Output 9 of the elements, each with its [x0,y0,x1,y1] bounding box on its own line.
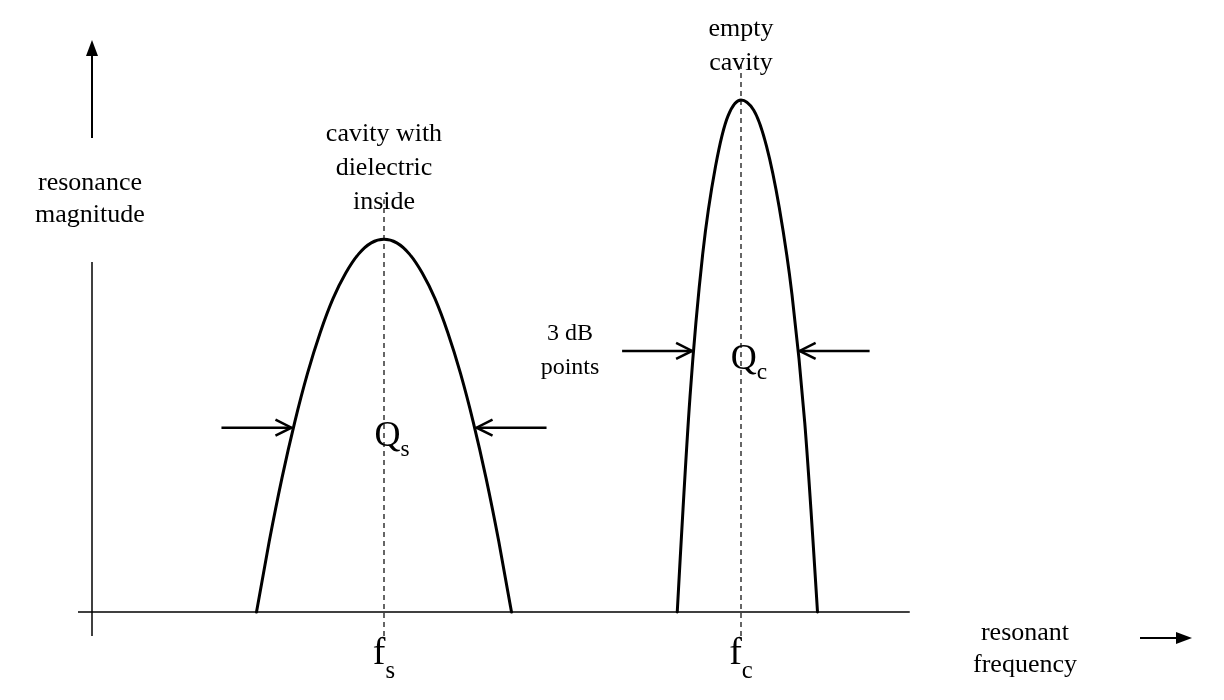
annotation: cavity with dielectric inside [325,118,443,216]
annotation: Q$_{c}$ [730,337,768,385]
y-axis-title: resonance magnitude [35,167,145,228]
annotation: empty cavity [708,13,774,76]
x-axis-title: resonant frequency [973,617,1077,678]
annotation: Q$_{s}$ [374,413,410,462]
x-tick-label: f$_{s}$ [372,630,396,683]
x-tick-label: f$_{c}$ [729,630,753,683]
annotation: 3 dB points [540,319,600,379]
